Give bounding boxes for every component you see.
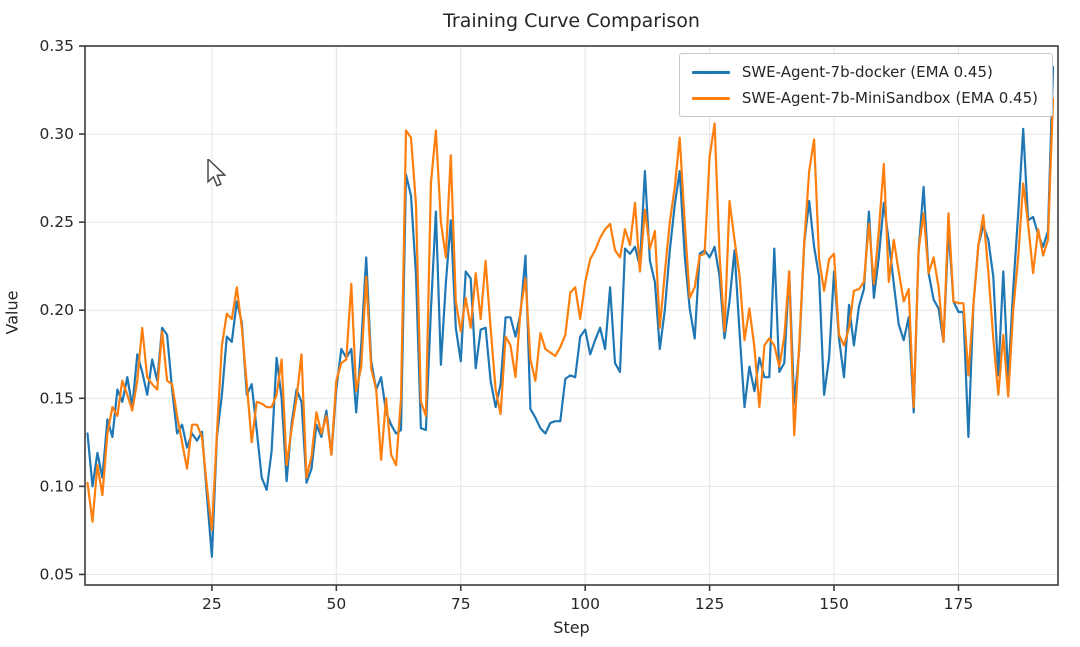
legend: SWE-Agent-7b-docker (EMA 0.45) SWE-Agent… bbox=[678, 53, 1053, 117]
axes-spines bbox=[84, 45, 1059, 586]
chart-title: Training Curve Comparison bbox=[443, 10, 700, 32]
legend-label: SWE-Agent-7b-docker (EMA 0.45) bbox=[741, 63, 993, 81]
x-tick-label: 25 bbox=[202, 595, 222, 613]
legend-line-swatch-minisandbox bbox=[691, 96, 730, 100]
y-tick-label: 0.20 bbox=[39, 301, 74, 319]
mouse-cursor bbox=[207, 159, 227, 187]
y-tick-label: 0.35 bbox=[39, 37, 74, 55]
y-tick-label: 0.25 bbox=[39, 213, 74, 231]
legend-item-docker: SWE-Agent-7b-docker (EMA 0.45) bbox=[691, 63, 1038, 81]
x-tick-label: 125 bbox=[695, 595, 725, 613]
x-tick-label: 75 bbox=[451, 595, 471, 613]
gridlines bbox=[85, 45, 1058, 585]
legend-label: SWE-Agent-7b-MiniSandbox (EMA 0.45) bbox=[741, 89, 1038, 107]
y-tick-label: 0.10 bbox=[39, 477, 74, 495]
x-tick-label: 150 bbox=[819, 595, 849, 613]
x-tick-label: 50 bbox=[326, 595, 346, 613]
y-tick-label: 0.15 bbox=[39, 389, 74, 407]
axis-ticks: 0.05 0.10 0.15 0.20 0.25 0.30 0.35 25 50 75 100 125… bbox=[39, 37, 973, 613]
x-axis-label: Step bbox=[553, 618, 590, 637]
y-axis-label: Value bbox=[2, 290, 22, 335]
y-tick-label: 0.05 bbox=[39, 565, 74, 583]
legend-item-minisandbox: SWE-Agent-7b-MiniSandbox (EMA 0.45) bbox=[691, 89, 1038, 107]
legend-line-swatch-docker bbox=[691, 70, 730, 74]
y-tick-label: 0.30 bbox=[39, 125, 74, 143]
x-tick-label: 175 bbox=[944, 595, 974, 613]
line-swe-agent-7b-minisandbox bbox=[86, 97, 1055, 532]
x-tick-label: 100 bbox=[570, 595, 600, 613]
